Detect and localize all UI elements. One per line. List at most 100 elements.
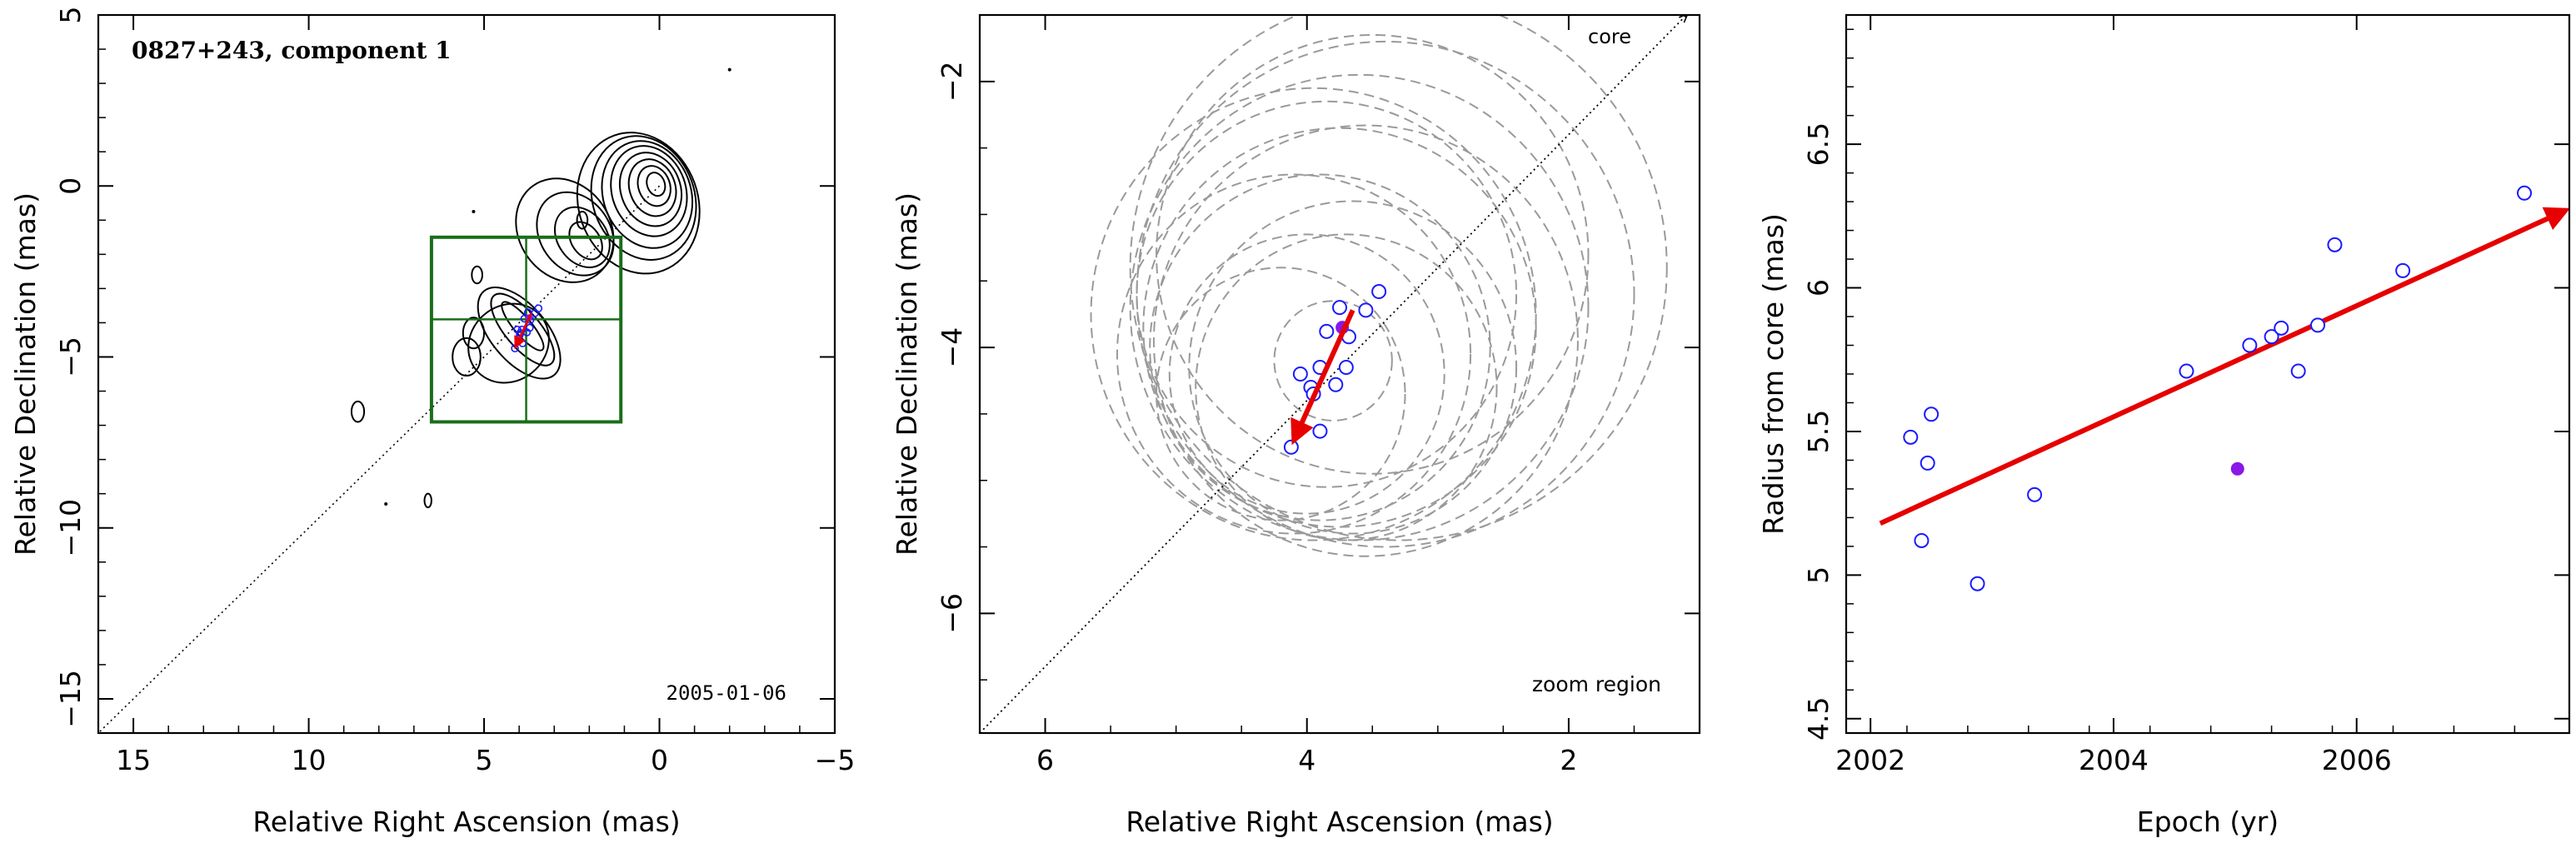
highlight-data-point (2230, 461, 2244, 476)
fit-circle (1152, 124, 1579, 557)
contour-knot (554, 206, 611, 268)
panel2-x-tick-label: 2 (1560, 744, 1577, 776)
contour-core (619, 152, 682, 227)
data-point (2242, 337, 2258, 353)
jet-axis-dotted-line (98, 185, 661, 733)
panel1-x-tick-label: 5 (476, 744, 493, 776)
panel-radius-vs-epoch: 2002 2004 2006 4.5 5 5.5 6 6.5 Epoch (yr) Radiu… (1757, 13, 2571, 838)
fit-circle (1090, 87, 1537, 541)
panel1-x-tick-label: 15 (116, 744, 151, 776)
component-position-marker (1358, 302, 1374, 318)
panel2-y-tick-label: −6 (936, 593, 968, 634)
panel1-frame (97, 13, 836, 735)
contour-speck (384, 501, 388, 506)
component-position-marker (1319, 323, 1335, 339)
contour-core (610, 145, 688, 237)
fit-circle (1149, 173, 1491, 521)
component-position-marker (1371, 284, 1387, 300)
motion-arrow (1290, 309, 1355, 446)
fit-circle (1188, 200, 1518, 535)
panel1-title: 0827+243, component 1 (132, 37, 452, 64)
panel3-x-axis-label: Epoch (yr) (2137, 806, 2279, 838)
fit-circle (1136, 100, 1518, 488)
motion-arrow (514, 312, 533, 349)
panel-zoom-region: 6 4 2 −2 −4 −6 core zoom region Relative Righ… (891, 13, 1701, 838)
component-position-marker (534, 304, 543, 312)
data-point (2517, 185, 2533, 201)
fit-circle (1142, 127, 1537, 528)
component-position-marker (1292, 367, 1308, 382)
fit-circle (1156, 267, 1406, 521)
contour-speck (472, 210, 476, 214)
data-point (1969, 576, 1985, 591)
jet-axis-dotted-line (980, 15, 1686, 733)
panel2-x-tick-label: 6 (1036, 744, 1054, 776)
contour-core (646, 172, 666, 197)
data-point (2274, 320, 2289, 336)
data-point (2327, 237, 2343, 252)
panel1-y-tick-label: −10 (54, 499, 87, 557)
fit-circle (1116, 173, 1472, 535)
contour-knot (536, 191, 615, 277)
panel3-x-tick-label: 2002 (1835, 744, 1905, 776)
panel1-x-tick-label: 0 (651, 744, 668, 776)
panel1-y-axis-label: Relative Declination (mas) (9, 192, 42, 556)
panel3-y-tick-label: 5 (1802, 566, 1835, 584)
panel3-y-tick-label: 6 (1802, 279, 1835, 297)
contour-island (452, 337, 482, 377)
panel3-x-tick-label: 2006 (2322, 744, 2392, 776)
panel3-y-tick-label: 6.5 (1802, 122, 1835, 166)
panel2-y-tick-label: −4 (936, 327, 968, 368)
contour-island (576, 211, 589, 230)
data-point (1914, 532, 1930, 548)
contour-core (576, 132, 701, 275)
panel1-date-label: 2005-01-06 (666, 681, 787, 705)
data-point (1903, 429, 1919, 445)
fit-arrow (1879, 207, 2569, 526)
panel1-y-tick-label: −15 (54, 670, 87, 728)
data-point (2310, 317, 2326, 333)
component-position-marker (1283, 439, 1299, 455)
component-position-marker (1328, 377, 1344, 392)
contour-knot (515, 177, 615, 283)
data-point (2264, 329, 2279, 345)
fit-circle (1129, 15, 1668, 541)
contour-component (467, 302, 550, 384)
contour-knot (568, 221, 603, 261)
contour-speck (727, 67, 731, 72)
contour-island (423, 492, 432, 509)
panel2-y-tick-label: −2 (936, 61, 968, 102)
contour-island (350, 400, 366, 423)
component-position-marker (525, 323, 534, 332)
panel1-x-axis-label: Relative Right Ascension (mas) (252, 806, 680, 838)
panel3-y-axis-label: Radius from core (mas) (1757, 213, 1790, 535)
panel3-x-tick-label: 2004 (2079, 744, 2149, 776)
data-point (1920, 455, 1935, 471)
data-point (2027, 486, 2043, 502)
component-position-marker (518, 339, 527, 347)
panel1-y-tick-label: −5 (54, 337, 87, 377)
panel2-frame (978, 13, 1701, 735)
panel1-x-tick-label: −5 (815, 744, 856, 776)
fit-circle (1168, 233, 1445, 515)
component-position-marker (1312, 423, 1328, 439)
data-point (2290, 363, 2306, 379)
data-point (2395, 262, 2411, 278)
panel2-core-label: core (1588, 25, 1631, 48)
panel-contour-map: 15 10 5 0 −5 5 0 −5 −10 −15 0827+243, component 1… (9, 7, 855, 839)
fit-circle (1136, 40, 1635, 548)
contour-core (637, 165, 671, 207)
fit-circle (1273, 300, 1393, 422)
panel2-x-tick-label: 4 (1298, 744, 1315, 776)
contour-island (462, 317, 486, 350)
panel1-y-tick-label: 5 (54, 7, 87, 24)
contour-core (627, 158, 677, 217)
panel3-y-tick-label: 4.5 (1802, 697, 1835, 741)
contour-core (601, 140, 694, 249)
component-position-marker (1338, 360, 1354, 376)
contour-island (471, 265, 483, 285)
panel2-x-axis-label: Relative Right Ascension (mas) (1126, 806, 1553, 838)
panel2-zoom-label: zoom region (1532, 672, 1661, 696)
data-point (1924, 407, 1939, 422)
